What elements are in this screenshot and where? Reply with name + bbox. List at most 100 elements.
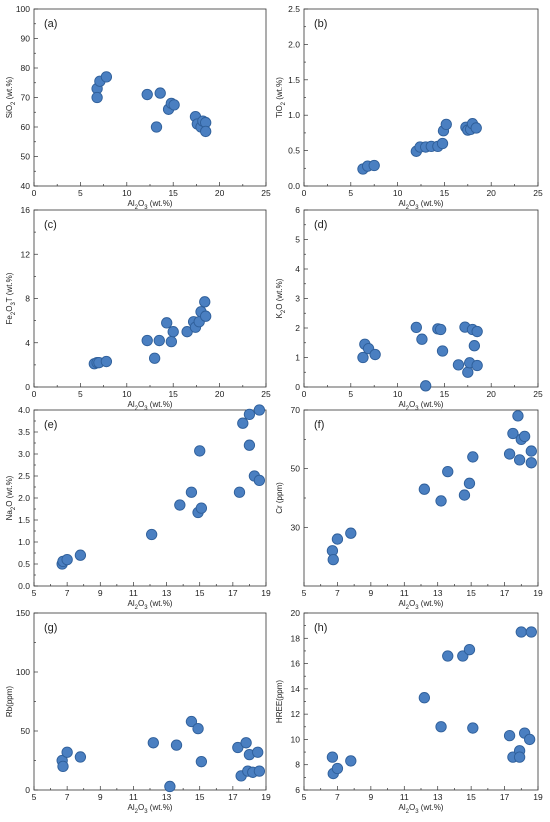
x-tick-label: 7	[65, 588, 70, 598]
data-point	[463, 644, 476, 656]
x-tick-label: 20	[486, 389, 496, 399]
y-tick-label: 50	[291, 464, 301, 474]
y-tick-label: 2.0	[288, 39, 300, 49]
y-tick-label: 2.5	[288, 4, 300, 14]
data-point	[57, 760, 69, 773]
x-tick-label: 17	[228, 588, 238, 598]
data-point	[467, 451, 479, 463]
y-axis-title: K2O (wt.%)	[275, 278, 287, 318]
data-point	[523, 733, 536, 746]
panel-d: 0 5 10 15 20 25 0 1 2 3 4 5 6 Al2O3 (wt.%) K2O (wt.%) (…	[275, 205, 543, 412]
y-tick-label: 0	[25, 785, 30, 795]
data-point	[512, 410, 524, 422]
data-point	[331, 533, 344, 545]
data-point	[420, 380, 432, 392]
x-tick-label: 25	[261, 389, 271, 399]
y-tick-label: 12	[291, 709, 301, 719]
y-axis-title: TiO2 (wt.%)	[275, 77, 287, 118]
x-tick-label: 5	[78, 389, 83, 399]
y-tick-label: 50	[21, 726, 31, 736]
plot-frame	[303, 209, 539, 388]
y-tick-label: 40	[21, 181, 31, 191]
y-tick-label: 150	[16, 608, 30, 618]
panel-label: (e)	[44, 419, 57, 431]
data-point	[463, 477, 476, 489]
data-point	[100, 71, 113, 83]
x-axis-title: Al2O3 (wt.%)	[128, 400, 173, 412]
x-tick-label: 13	[433, 792, 443, 802]
x-tick-label: 10	[122, 389, 132, 399]
panel-a: 0 5 10 15 20 25 40 50 60 70 80 90 100 Al2O3 (wt.%) SiO…	[5, 4, 271, 211]
x-axis-title: Al2O3 (wt.%)	[399, 400, 444, 412]
x-tick-label: 25	[261, 188, 271, 198]
x-tick-label: 5	[302, 792, 307, 802]
panel-f: 5 7 9 11 13 15 17 19 30 50 70 Al2O3 (wt.%) Cr (ppm) (…	[275, 405, 543, 611]
data-point	[199, 296, 211, 308]
data-point	[233, 486, 246, 498]
data-point	[243, 439, 256, 451]
panel-label: (b)	[314, 18, 327, 30]
y-tick-label: 4.0	[18, 405, 30, 415]
y-axis-title: Na2O (wt.%)	[5, 475, 17, 520]
y-tick-label: 16	[291, 659, 301, 669]
x-tick-label: 15	[440, 188, 450, 198]
y-tick-label: 18	[291, 633, 301, 643]
y-tick-label: 2.0	[18, 493, 30, 503]
y-tick-label: 2.5	[18, 471, 30, 481]
data-point	[91, 91, 103, 104]
data-point	[253, 474, 266, 487]
y-tick-label: 10	[291, 734, 301, 744]
x-tick-label: 15	[195, 792, 205, 802]
y-tick-label: 2	[295, 323, 300, 333]
data-point	[100, 355, 113, 368]
panel-label: (f)	[314, 419, 324, 431]
data-point	[185, 715, 198, 728]
data-point	[440, 118, 452, 131]
x-tick-label: 11	[129, 588, 138, 598]
data-point	[147, 737, 159, 749]
y-tick-label: 70	[21, 93, 31, 103]
data-point	[243, 408, 256, 421]
panel-label: (d)	[314, 219, 327, 231]
data-point	[471, 325, 483, 338]
data-point	[253, 765, 266, 777]
data-point	[468, 340, 481, 352]
data-point	[442, 650, 454, 662]
x-tick-label: 5	[348, 188, 353, 198]
data-point	[153, 334, 165, 347]
data-point	[195, 756, 208, 768]
data-point	[503, 448, 516, 460]
x-tick-label: 0	[32, 389, 37, 399]
data-point	[435, 721, 447, 733]
x-tick-label: 10	[393, 188, 403, 198]
x-tick-label: 0	[32, 188, 37, 198]
y-tick-label: 0.5	[18, 559, 30, 569]
y-tick-label: 0.0	[288, 181, 300, 191]
data-point	[74, 549, 87, 561]
y-axis-title: HREE(ppm)	[275, 680, 284, 723]
x-tick-label: 9	[98, 588, 103, 598]
x-tick-label: 9	[368, 792, 373, 802]
y-tick-label: 3.5	[18, 427, 30, 437]
x-tick-label: 5	[32, 588, 37, 598]
panel-h: 5 7 9 11 13 15 17 19 6 8 10 12 14 16 18 20 Al2O3 (wt.%) H…	[275, 608, 543, 815]
data-point	[368, 159, 380, 172]
x-tick-label: 11	[400, 792, 409, 802]
x-tick-label: 13	[433, 588, 443, 598]
y-tick-label: 1.5	[288, 75, 300, 85]
x-tick-label: 19	[261, 792, 271, 802]
y-tick-label: 8	[25, 294, 30, 304]
data-point	[174, 499, 186, 511]
x-tick-label: 17	[228, 792, 238, 802]
data-point	[345, 527, 357, 539]
x-tick-label: 7	[65, 792, 70, 802]
y-tick-label: 14	[291, 684, 301, 694]
data-point	[148, 352, 161, 364]
x-tick-label: 17	[500, 792, 510, 802]
data-point	[154, 87, 166, 99]
y-tick-label: 90	[21, 34, 31, 44]
plot-frame	[33, 612, 267, 791]
data-point	[200, 310, 212, 322]
y-axis-title: Cr (ppm)	[275, 482, 284, 514]
x-tick-label: 25	[533, 188, 543, 198]
